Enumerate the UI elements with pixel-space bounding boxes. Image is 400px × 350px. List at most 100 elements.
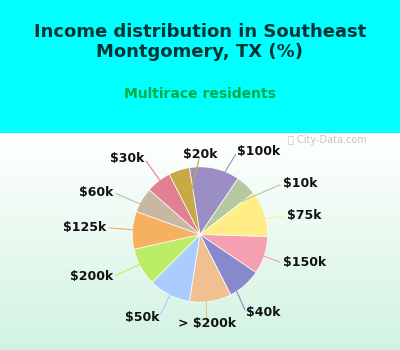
Bar bbox=[0, 254, 400, 257]
Wedge shape bbox=[132, 212, 200, 249]
Bar bbox=[0, 311, 400, 313]
Bar bbox=[0, 191, 400, 194]
Bar bbox=[0, 150, 400, 153]
Bar bbox=[0, 246, 400, 248]
Bar bbox=[0, 267, 400, 270]
Bar bbox=[0, 159, 400, 161]
Bar bbox=[0, 330, 400, 332]
Bar bbox=[0, 335, 400, 337]
Bar bbox=[0, 181, 400, 183]
Bar bbox=[0, 170, 400, 172]
Wedge shape bbox=[169, 168, 200, 235]
Bar bbox=[0, 244, 400, 246]
Text: $100k: $100k bbox=[237, 146, 280, 159]
Bar bbox=[0, 263, 400, 265]
Bar bbox=[0, 289, 400, 292]
Wedge shape bbox=[190, 167, 238, 234]
Bar bbox=[0, 292, 400, 294]
Bar bbox=[0, 198, 400, 200]
Bar bbox=[0, 281, 400, 283]
Bar bbox=[0, 341, 400, 343]
Bar bbox=[0, 172, 400, 174]
Bar bbox=[0, 348, 400, 350]
Bar bbox=[0, 241, 400, 244]
Bar bbox=[0, 317, 400, 320]
Bar bbox=[0, 174, 400, 176]
Bar bbox=[0, 176, 400, 178]
Bar bbox=[0, 276, 400, 278]
Text: > $200k: > $200k bbox=[178, 317, 236, 330]
Bar bbox=[0, 233, 400, 235]
Bar bbox=[0, 157, 400, 159]
Wedge shape bbox=[200, 234, 268, 273]
Text: $30k: $30k bbox=[110, 152, 144, 165]
Bar bbox=[0, 309, 400, 311]
Bar bbox=[0, 211, 400, 213]
Bar bbox=[0, 270, 400, 272]
Wedge shape bbox=[200, 234, 256, 295]
Bar bbox=[0, 326, 400, 328]
Bar bbox=[0, 137, 400, 140]
Bar bbox=[0, 274, 400, 276]
Bar bbox=[0, 146, 400, 148]
Text: $75k: $75k bbox=[287, 209, 321, 222]
Bar bbox=[0, 155, 400, 157]
Text: $50k: $50k bbox=[125, 310, 159, 323]
Bar bbox=[0, 315, 400, 317]
Text: $60k: $60k bbox=[79, 186, 113, 199]
Bar bbox=[0, 248, 400, 250]
Bar bbox=[0, 194, 400, 196]
Wedge shape bbox=[152, 234, 200, 301]
Bar bbox=[0, 296, 400, 298]
Bar bbox=[0, 320, 400, 322]
Bar bbox=[0, 252, 400, 254]
Bar bbox=[0, 166, 400, 168]
Text: $150k: $150k bbox=[282, 257, 326, 270]
Bar bbox=[0, 322, 400, 324]
Bar bbox=[0, 207, 400, 209]
Bar bbox=[0, 298, 400, 300]
Bar bbox=[0, 332, 400, 335]
Bar bbox=[0, 187, 400, 189]
Bar bbox=[0, 259, 400, 261]
Bar bbox=[0, 231, 400, 233]
Bar bbox=[0, 343, 400, 346]
Bar bbox=[0, 307, 400, 309]
Bar bbox=[0, 148, 400, 150]
Bar bbox=[0, 226, 400, 229]
Bar bbox=[0, 200, 400, 202]
Bar bbox=[0, 189, 400, 191]
Text: $125k: $125k bbox=[63, 221, 107, 234]
Bar bbox=[0, 163, 400, 166]
Bar bbox=[0, 302, 400, 304]
Text: $10k: $10k bbox=[282, 177, 317, 190]
Bar bbox=[0, 209, 400, 211]
Bar bbox=[0, 278, 400, 281]
Bar bbox=[0, 185, 400, 187]
Bar bbox=[0, 140, 400, 142]
Bar bbox=[0, 283, 400, 285]
Bar bbox=[0, 144, 400, 146]
Bar bbox=[0, 161, 400, 163]
Wedge shape bbox=[136, 190, 200, 235]
Text: Multirace residents: Multirace residents bbox=[124, 88, 276, 102]
Bar bbox=[0, 220, 400, 222]
Bar bbox=[0, 153, 400, 155]
Bar bbox=[0, 313, 400, 315]
Bar bbox=[0, 196, 400, 198]
Bar bbox=[0, 300, 400, 302]
Bar bbox=[0, 178, 400, 181]
Bar bbox=[0, 218, 400, 220]
Bar bbox=[0, 339, 400, 341]
Text: $20k: $20k bbox=[183, 148, 217, 161]
Bar bbox=[0, 224, 400, 226]
Bar bbox=[0, 235, 400, 237]
Bar bbox=[0, 287, 400, 289]
Bar bbox=[0, 328, 400, 330]
Bar bbox=[0, 265, 400, 267]
Text: $40k: $40k bbox=[246, 306, 280, 319]
Wedge shape bbox=[134, 234, 200, 282]
Bar bbox=[0, 239, 400, 241]
Bar bbox=[0, 261, 400, 263]
Bar bbox=[0, 237, 400, 239]
